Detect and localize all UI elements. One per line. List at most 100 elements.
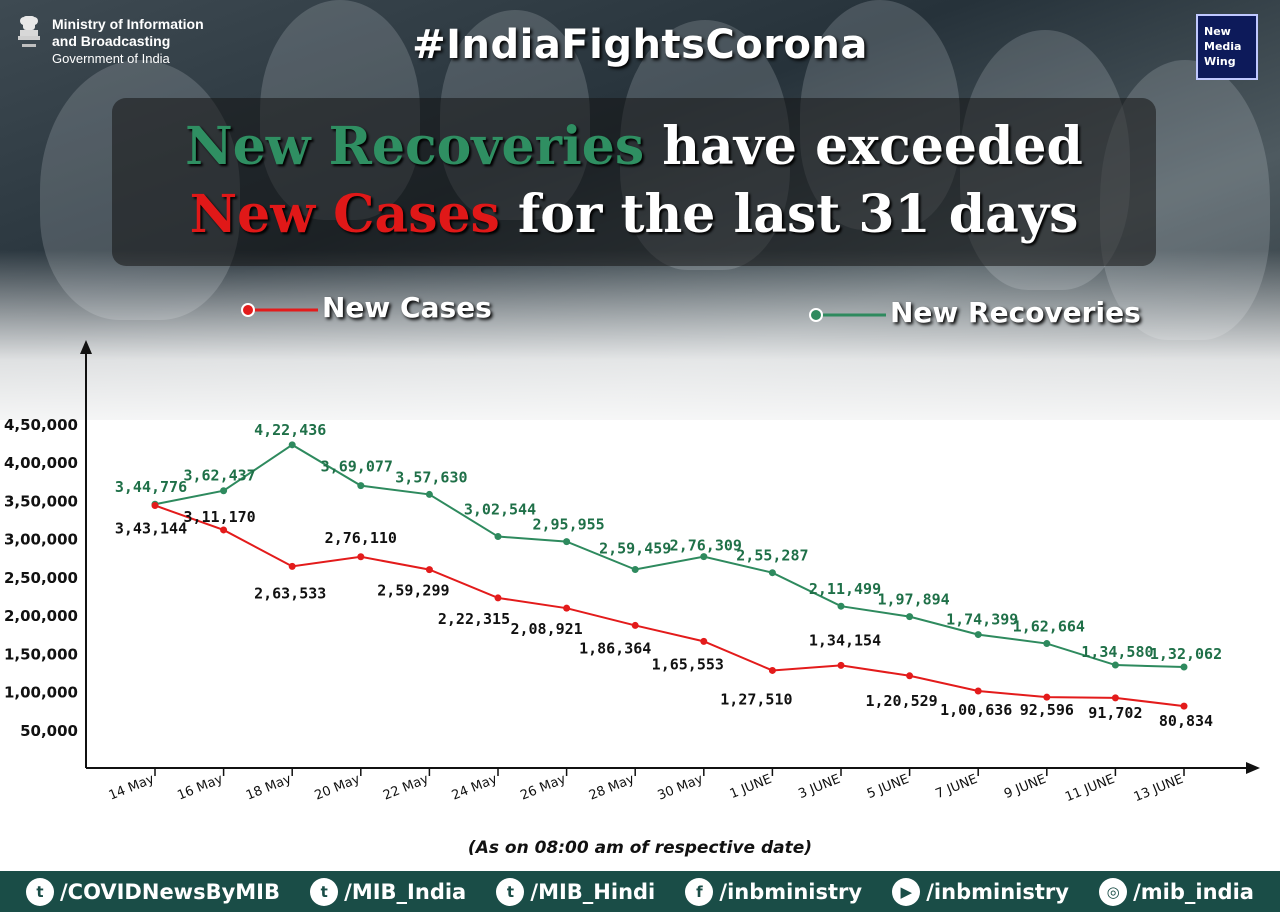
twitter-icon: t [310, 877, 339, 906]
y-tick-label: 2,00,000 [4, 607, 78, 625]
y-tick-label: 4,00,000 [4, 454, 78, 472]
social-handle: /MIB_Hindi [530, 879, 656, 904]
recoveries-point [425, 490, 433, 498]
y-tick-label: 1,00,000 [4, 684, 78, 702]
y-tick-label: 3,00,000 [4, 531, 78, 549]
cases-data-label: 80,834 [1159, 712, 1213, 730]
recoveries-data-label: 1,34,580 [1081, 643, 1153, 661]
social-footer: t/COVIDNewsByMIB t/MIB_India t/MIB_Hindi… [0, 871, 1280, 912]
cases-data-label: 1,86,364 [579, 639, 651, 657]
x-tick-label: 18 May [244, 772, 294, 804]
recoveries-point [768, 569, 776, 577]
social-handle: /MIB_India [344, 879, 467, 904]
date-note: (As on 08:00 am of respective date) [467, 838, 813, 858]
cases-data-label: 1,00,636 [940, 701, 1012, 719]
x-tick-label: 16 May [175, 772, 225, 804]
cases-point [1111, 694, 1119, 702]
recoveries-point [1111, 661, 1119, 669]
recoveries-data-label: 3,02,544 [464, 501, 536, 519]
cases-point [494, 594, 502, 602]
cases-data-label: 2,08,921 [510, 620, 582, 638]
recoveries-point [700, 553, 708, 561]
recoveries-line [154, 443, 1185, 668]
legend-cases-swatch [241, 303, 318, 317]
x-tick-label: 3 JUNE [796, 772, 842, 802]
social-handle: /mib_india [1133, 879, 1254, 904]
cases-data-label: 2,22,315 [438, 610, 510, 628]
logo-word-2: Media [1204, 40, 1242, 53]
y-axis-arrow [80, 340, 92, 354]
logo-word-3: Wing [1204, 55, 1236, 68]
x-tick-label: 9 JUNE [1002, 772, 1048, 802]
cases-data-label: 3,43,144 [115, 519, 187, 537]
new-media-wing-logo: New Media Wing [1196, 14, 1258, 80]
logo-word-1: New [1204, 25, 1231, 38]
headline-line-1: New Recoveries have exceeded [112, 116, 1156, 177]
social-twitter-mib-hindi[interactable]: t/MIB_Hindi [496, 877, 656, 906]
recoveries-data-label: 3,44,776 [115, 478, 187, 496]
cases-data-label: 1,27,510 [720, 690, 792, 708]
x-tick-label: 1 JUNE [728, 772, 774, 802]
cases-point [768, 666, 776, 674]
social-twitter-covid[interactable]: t/COVIDNewsByMIB [26, 877, 280, 906]
legend-recoveries-swatch [809, 308, 886, 322]
recoveries-point [837, 602, 845, 610]
ministry-line-2: and Broadcasting [52, 33, 171, 49]
series-lines [154, 443, 1185, 708]
social-instagram[interactable]: ◎/mib_india [1099, 877, 1254, 906]
recoveries-data-label: 2,76,309 [670, 537, 742, 555]
hashtag-title: #IndiaFightsCorona [412, 22, 868, 68]
social-facebook[interactable]: f/inbministry [685, 877, 862, 906]
x-tick-label: 22 May [381, 772, 431, 804]
x-tick-label: 14 May [107, 772, 157, 804]
recoveries-point [494, 533, 502, 541]
recoveries-data-label: 2,95,955 [532, 516, 604, 534]
cases-point [631, 621, 639, 629]
ministry-line-3: Government of India [52, 51, 170, 66]
recoveries-data-label: 4,22,436 [254, 421, 326, 439]
headline-line-2: New Cases for the last 31 days [112, 184, 1156, 245]
x-tick-label: 26 May [518, 772, 568, 804]
national-emblem-icon [18, 16, 40, 47]
facebook-icon: f [685, 877, 714, 906]
recoveries-point [1180, 663, 1188, 671]
recoveries-data-label: 2,59,459 [599, 540, 671, 558]
headline-line-2-rest: for the last 31 days [499, 184, 1079, 245]
cases-point [1180, 702, 1188, 710]
cases-data-label: 91,702 [1088, 704, 1142, 722]
ministry-name: Ministry of Information and Broadcasting… [52, 16, 204, 67]
x-tick-label: 13 JUNE [1132, 772, 1186, 805]
cases-point [700, 637, 708, 645]
cases-data-label: 2,76,110 [325, 529, 397, 547]
recoveries-data-label: 1,97,894 [877, 591, 949, 609]
social-youtube[interactable]: ▶/inbministry [892, 877, 1069, 906]
headline-cases: New Cases [189, 184, 500, 245]
legend-cases-label: New Cases [322, 291, 492, 324]
recoveries-data-label: 1,32,062 [1150, 645, 1222, 663]
recoveries-point [974, 631, 982, 639]
y-tick-label: 1,50,000 [4, 645, 78, 663]
social-twitter-mib-india[interactable]: t/MIB_India [310, 877, 467, 906]
y-tick-label: 3,50,000 [4, 492, 78, 510]
social-handle: /inbministry [926, 879, 1069, 904]
cases-data-label: 92,596 [1020, 701, 1074, 719]
y-axis-ticks: 4,50,000 4,00,000 3,50,000 3,00,000 2,50,000… [4, 416, 78, 740]
recoveries-point [631, 566, 639, 574]
cases-data-label: 1,20,529 [865, 692, 937, 710]
x-tick-label: 7 JUNE [934, 772, 980, 802]
recoveries-point [563, 538, 571, 546]
recoveries-data-label: 3,62,437 [183, 467, 255, 485]
recoveries-data-label: 1,74,399 [946, 611, 1018, 629]
twitter-icon: t [496, 877, 525, 906]
x-axis-arrow [1246, 762, 1260, 774]
cases-data-label: 3,11,170 [183, 508, 255, 526]
headline-line-1-rest: have exceeded [644, 116, 1083, 177]
chart-axes [80, 340, 1260, 774]
background-fade [0, 250, 1280, 450]
recoveries-point [906, 613, 914, 621]
cases-point [563, 604, 571, 612]
cases-data-label: 2,59,299 [377, 582, 449, 600]
twitter-icon: t [26, 877, 54, 906]
